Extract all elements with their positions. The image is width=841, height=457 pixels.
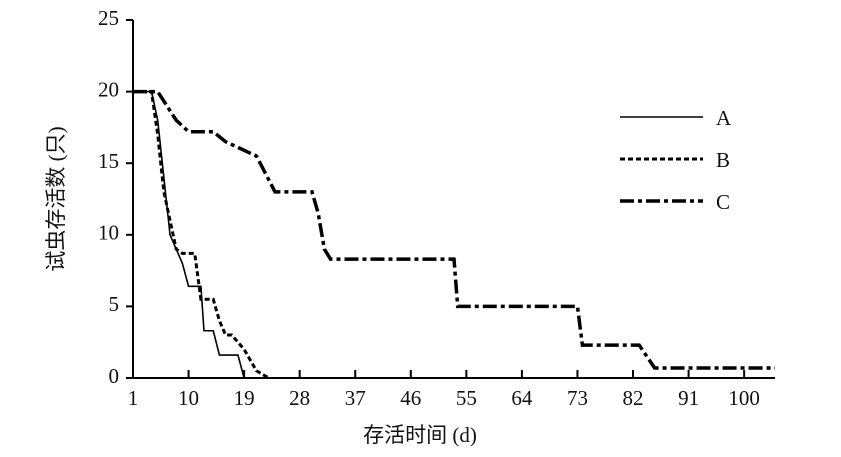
x-tick-label: 28 <box>289 386 310 410</box>
legend-label: C <box>716 190 730 214</box>
x-tick-label: 82 <box>623 386 644 410</box>
x-tick-label: 73 <box>567 386 588 410</box>
x-tick-label: 64 <box>511 386 533 410</box>
y-tick-label: 10 <box>98 221 119 245</box>
legend-label: A <box>716 106 732 130</box>
x-tick-label: 100 <box>728 386 760 410</box>
x-axis-label: 存活时间 (d) <box>363 423 477 447</box>
legend-label: B <box>716 148 730 172</box>
series-line <box>133 90 263 379</box>
y-axis-label: 试虫存活数 (只) <box>44 126 68 271</box>
x-tick-label: 37 <box>345 386 366 410</box>
x-tick-label: 10 <box>178 386 199 410</box>
x-tick-label: 91 <box>678 386 699 410</box>
y-tick-label: 15 <box>98 149 119 173</box>
y-tick-label: 5 <box>109 292 120 316</box>
x-tick-label: 46 <box>400 386 421 410</box>
x-tick-label: 19 <box>234 386 255 410</box>
x-tick-label: 1 <box>128 386 139 410</box>
x-tick-label: 55 <box>456 386 477 410</box>
series-line <box>133 89 775 370</box>
series-line <box>133 90 270 380</box>
y-tick-label: 25 <box>98 6 119 30</box>
y-tick-label: 0 <box>109 364 120 388</box>
y-tick-label: 20 <box>98 77 119 101</box>
